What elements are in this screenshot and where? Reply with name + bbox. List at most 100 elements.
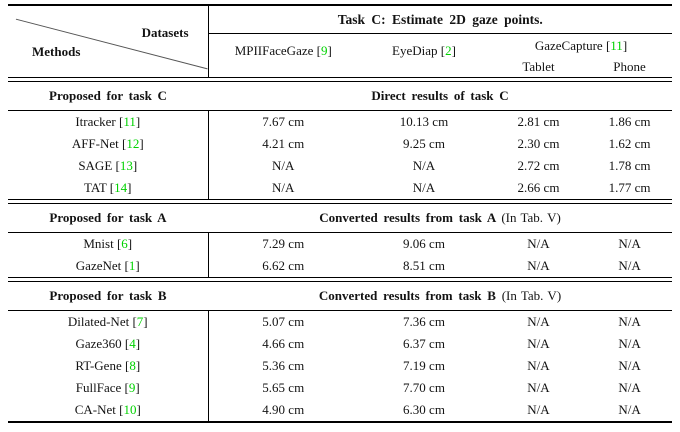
citation-link[interactable]: 12 [126,136,140,151]
value-cell: N/A [527,258,550,273]
table-row: Gaze360 [4] 4.66 cm 6.37 cm N/A N/A [8,333,672,355]
value-cell: N/A [618,314,641,329]
table-row: TAT [14] N/A N/A 2.66 cm 1.77 cm [8,177,672,200]
section-result-title: Converted results from task A [319,210,496,225]
table-row: GazeNet [1] 6.62 cm 8.51 cm N/A N/A [8,255,672,278]
value-cell: N/A [527,236,550,251]
corner-datasets-label: Datasets [141,25,189,40]
citation-link[interactable]: 1 [128,258,136,273]
citation-link[interactable]: 8 [129,358,136,373]
table-row: Itracker [11] 7.67 cm 10.13 cm 2.81 cm 1.86 … [8,110,672,133]
citation-link[interactable]: 4 [129,336,136,351]
value-cell: N/A [618,336,641,351]
citation-link[interactable]: 14 [114,180,128,195]
method-cell: RT-Gene [8] [8,355,209,377]
section-divider-double-rule [8,199,673,204]
double-rule [8,77,673,82]
value-cell: 2.72 cm [517,158,560,173]
table-row: FullFace [9] 5.65 cm 7.70 cm N/A N/A [8,377,672,399]
table-body: Proposed for task C Direct results of tas… [8,77,673,422]
table-row: AFF-Net [12] 4.21 cm 9.25 cm 2.30 cm 1.62 cm [8,133,672,155]
section-header-row: Proposed for task B Converted results fro… [8,281,673,311]
value-cell: 5.07 cm [262,314,305,329]
method-cell: AFF-Net [12] [8,133,209,155]
citation-link[interactable]: 10 [123,402,137,417]
section-divider-double-rule [8,77,673,82]
col-header-mpiifacegaze: MPIIFaceGaze [9] [234,42,332,58]
value-cell: 5.36 cm [262,358,305,373]
value-cell: 9.06 cm [403,236,445,251]
value-cell: N/A [618,402,641,417]
col-header-tablet: Tablet [522,59,555,74]
value-cell: 6.62 cm [262,258,305,273]
value-cell: 1.86 cm [608,114,651,129]
value-cell: 1.78 cm [608,158,651,173]
paper-page: Datasets Methods Task C: Estimate 2D gaz… [0,4,680,432]
citation-link[interactable]: 6 [121,236,128,251]
value-cell: 9.25 cm [403,136,445,151]
col-header-gazecapture: GazeCapture [11] [534,37,628,53]
method-cell: Gaze360 [4] [8,333,209,355]
value-cell: N/A [412,158,436,173]
section-result-note: (In Tab. V) [501,288,562,303]
value-cell: 4.66 cm [262,336,305,351]
value-cell: 6.37 cm [403,336,445,351]
value-cell: N/A [272,180,295,195]
method-cell: SAGE [13] [8,155,209,177]
value-cell: N/A [527,380,550,395]
value-cell: N/A [272,158,295,173]
citation-link[interactable]: 13 [119,158,133,173]
method-cell: Dilated-Net [7] [8,310,209,333]
section-method-header: Proposed for task B [8,281,208,311]
value-cell: 10.13 cm [399,114,449,129]
method-cell: Itracker [11] [8,110,209,133]
col-header-eyediap: EyeDiap [2] [392,42,456,58]
citation-link[interactable]: 2 [445,42,452,58]
method-cell: GazeNet [1] [8,255,209,278]
table-row: Dilated-Net [7] 5.07 cm 7.36 cm N/A N/A [8,310,672,333]
value-cell: 2.30 cm [517,136,560,151]
value-cell: 7.29 cm [262,236,305,251]
value-cell: 8.51 cm [403,258,445,273]
table-header: Datasets Methods Task C: Estimate 2D gaz… [8,5,673,78]
method-cell: Mnist [6] [8,232,209,255]
value-cell: N/A [527,402,550,417]
method-cell: TAT [14] [8,177,209,200]
value-cell: N/A [412,180,436,195]
value-cell: 1.77 cm [608,180,651,195]
citation-link[interactable]: 11 [123,114,136,129]
section-result-title: Converted results from task B [318,288,496,303]
value-cell: 2.81 cm [517,114,560,129]
value-cell: 2.66 cm [517,180,560,195]
value-cell: N/A [527,336,550,351]
double-rule [8,199,673,204]
table-row: CA-Net [10] 4.90 cm 6.30 cm N/A N/A [8,399,672,422]
value-cell: N/A [618,380,641,395]
value-cell: 7.67 cm [262,114,305,129]
value-cell: 6.30 cm [403,402,445,417]
value-cell: N/A [618,236,641,251]
corner-methods-label: Methods [32,44,81,59]
value-cell: N/A [618,358,641,373]
citation-link[interactable]: 9 [320,42,328,58]
table-row: RT-Gene [8] 5.36 cm 7.19 cm N/A N/A [8,355,672,377]
section-result-title: Direct results of task C [371,88,509,103]
value-cell: 4.21 cm [262,136,305,151]
value-cell: N/A [527,358,550,373]
section-result-header: Direct results of task C [208,81,673,111]
value-cell: 4.90 cm [262,402,305,417]
citation-link[interactable]: 9 [128,380,136,395]
value-cell: 5.65 cm [262,380,305,395]
value-cell: N/A [527,314,550,329]
section-header-row: Proposed for task C Direct results of tas… [8,81,673,111]
section-method-header: Proposed for task C [8,81,208,111]
section-method-header: Proposed for task A [8,203,208,233]
citation-link[interactable]: 11 [610,37,623,53]
task-header: Task C: Estimate 2D gaze points. [208,5,673,34]
diagonal-divider-line [8,6,208,77]
value-cell: 7.19 cm [403,358,445,373]
value-cell: 7.70 cm [403,380,445,395]
section-divider-double-rule [8,277,673,282]
section-result-note: (In Tab. V) [501,210,561,225]
citation-link[interactable]: 7 [136,314,144,329]
